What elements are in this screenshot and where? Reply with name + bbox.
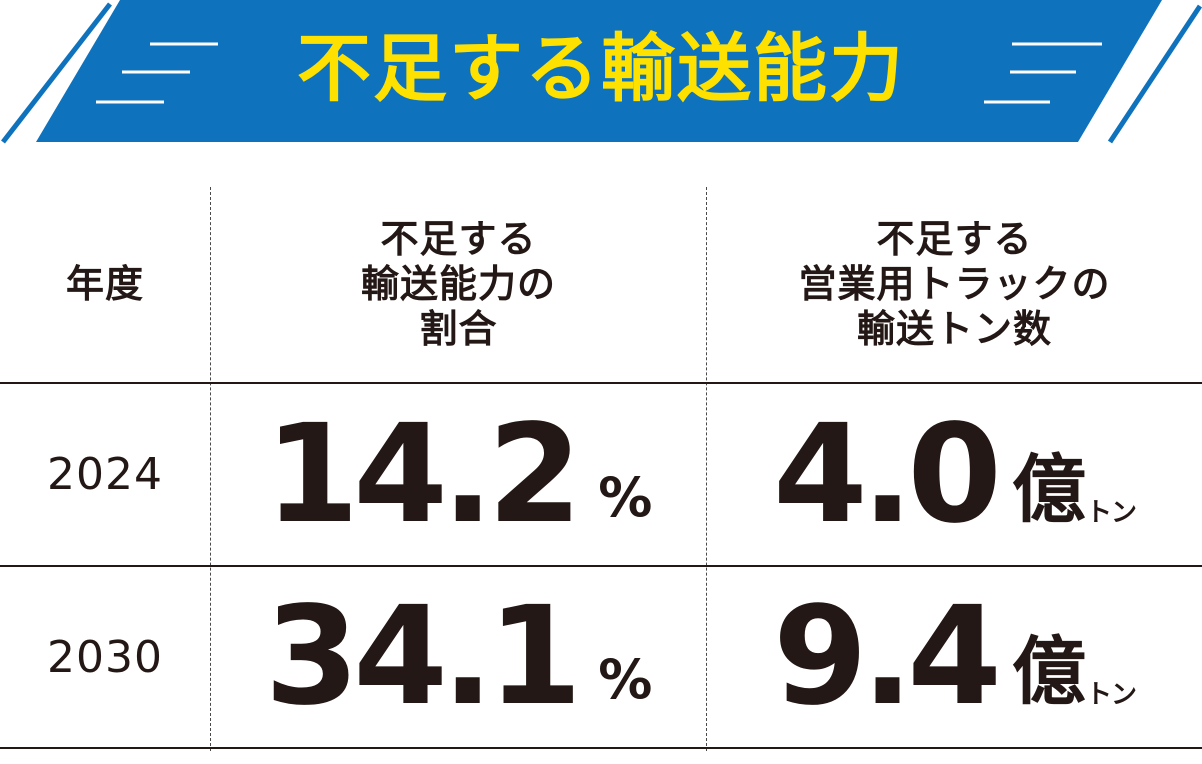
- comparison-table: 年度 不足する 輸送能力の 割合 不足する 営業用トラックの 輸送トン数 202…: [0, 187, 1202, 751]
- table-row-2030-ratio: 34.1 %: [211, 567, 706, 747]
- header-year: 年度: [0, 187, 210, 382]
- percent-unit: %: [598, 466, 652, 529]
- header-tonnage-line-1: 不足する: [798, 217, 1110, 262]
- ratio-value: 34.1: [265, 589, 577, 725]
- table-row-2024-tonnage: 4.0 億 トン: [707, 384, 1202, 565]
- row-divider-bottom: [0, 747, 1202, 749]
- year-value: 2030: [47, 632, 163, 683]
- ton-unit: トン: [1086, 492, 1136, 529]
- ratio-value: 14.2: [265, 407, 577, 543]
- header-ratio-line-2: 輸送能力の: [361, 262, 556, 307]
- table-row-2024-ratio: 14.2 %: [211, 384, 706, 565]
- banner-title: 不足する輸送能力: [0, 24, 1202, 114]
- percent-unit: %: [598, 648, 652, 711]
- table-row-2024-year: 2024: [0, 384, 210, 565]
- header-ratio-line-3: 割合: [361, 307, 556, 352]
- oku-unit: 億: [1012, 612, 1086, 719]
- table-row-2030-tonnage: 9.4 億 トン: [707, 567, 1202, 747]
- tonnage-value: 9.4: [773, 589, 996, 725]
- header-year-label: 年度: [66, 262, 144, 307]
- ton-unit: トン: [1086, 674, 1136, 711]
- header-ratio: 不足する 輸送能力の 割合: [211, 187, 706, 382]
- header-ratio-line-1: 不足する: [361, 217, 556, 262]
- title-banner: 不足する輸送能力: [0, 0, 1202, 145]
- header-tonnage-line-3: 輸送トン数: [798, 307, 1110, 352]
- table-row-2030-year: 2030: [0, 567, 210, 747]
- tonnage-value: 4.0: [773, 407, 996, 543]
- oku-unit: 億: [1012, 430, 1086, 537]
- header-tonnage: 不足する 営業用トラックの 輸送トン数: [707, 187, 1202, 382]
- header-tonnage-line-2: 営業用トラックの: [798, 262, 1110, 307]
- year-value: 2024: [47, 449, 163, 500]
